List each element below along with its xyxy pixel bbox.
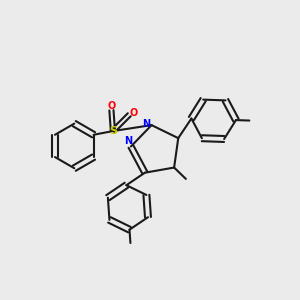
Text: N: N [124, 136, 133, 146]
Text: N: N [142, 118, 150, 129]
Text: O: O [130, 108, 138, 118]
Text: S: S [109, 126, 117, 136]
Text: O: O [107, 101, 116, 111]
